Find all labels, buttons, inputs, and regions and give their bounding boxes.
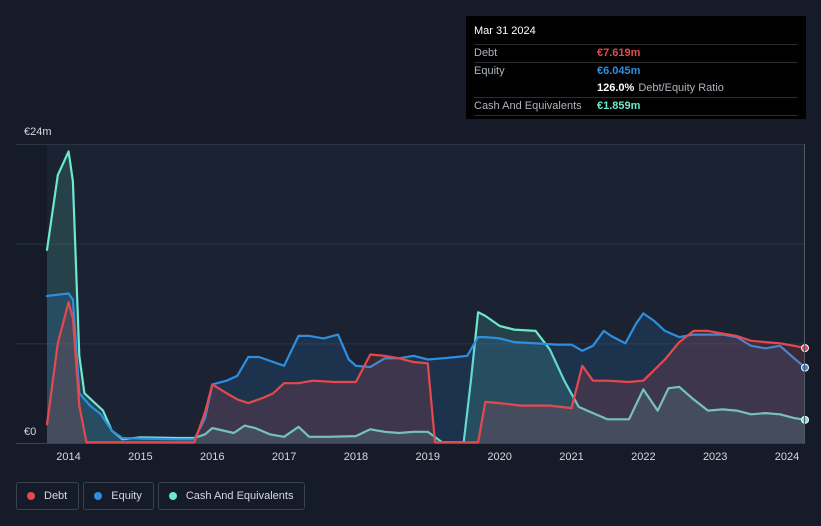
tooltip-row-ratio: 126.0% Debt/Equity Ratio (474, 80, 798, 98)
y-tick-zero: €0 (24, 426, 36, 438)
tooltip-debt-label: Debt (474, 47, 498, 59)
equity-line (45, 292, 807, 441)
legend-debt-dot (27, 492, 35, 500)
x-tick-label: 2018 (344, 451, 368, 463)
x-tick-label: 2021 (559, 451, 583, 463)
series-layer (45, 150, 807, 444)
debt-area (47, 302, 805, 443)
equity-area (47, 293, 805, 443)
legend-equity-label: Equity (111, 490, 142, 502)
x-tick-label: 2014 (56, 451, 80, 463)
x-tick-label: 2016 (200, 451, 224, 463)
tooltip-panel: Mar 31 2024 Debt €7.619m Equity €6.045m … (466, 16, 806, 119)
chart-legend: Debt Equity Cash And Equivalents (16, 482, 309, 510)
tooltip-row-equity: Equity €6.045m (474, 63, 798, 80)
legend-cash[interactable]: Cash And Equivalents (157, 482, 306, 510)
tooltip-row-cash: Cash And Equivalents €1.859m (474, 98, 798, 116)
x-tick-label: 2017 (272, 451, 296, 463)
debt-line (45, 301, 807, 444)
x-tick-label: 2023 (703, 451, 727, 463)
tooltip-cash-label: Cash And Equivalents (474, 100, 582, 112)
x-tick-label: 2024 (775, 451, 799, 463)
legend-cash-label: Cash And Equivalents (185, 490, 294, 502)
legend-equity[interactable]: Equity (83, 482, 154, 510)
x-tick-label: 2022 (631, 451, 655, 463)
y-axis: €24m €0 (24, 126, 52, 438)
tooltip-ratio-label: Debt/Equity Ratio (638, 82, 724, 94)
legend-cash-dot (168, 492, 177, 500)
x-tick-label: 2020 (487, 451, 511, 463)
x-axis: 2014 2015 2016 2017 2018 2019 2020 2021 2022 2023… (56, 451, 799, 463)
tooltip-date: Mar 31 2024 (474, 22, 798, 45)
x-tick-label: 2019 (416, 451, 440, 463)
legend-equity-dot (94, 492, 103, 500)
tooltip-equity-label: Equity (474, 65, 505, 77)
cash-and-equivalents-area (47, 151, 805, 443)
legend-debt-label: Debt (44, 490, 68, 502)
plot-background (47, 144, 805, 443)
y-tick-top: €24m (24, 126, 52, 138)
tooltip-ratio-value: 126.0% (597, 82, 635, 94)
tooltip-equity-value: €6.045m (597, 65, 641, 77)
tooltip-cash-value: €1.859m (597, 100, 641, 112)
x-tick-label: 2015 (128, 451, 152, 463)
legend-debt[interactable]: Debt (16, 482, 80, 510)
tooltip-debt-value: €7.619m (597, 47, 641, 59)
tooltip-row-debt: Debt €7.619m (474, 45, 798, 63)
